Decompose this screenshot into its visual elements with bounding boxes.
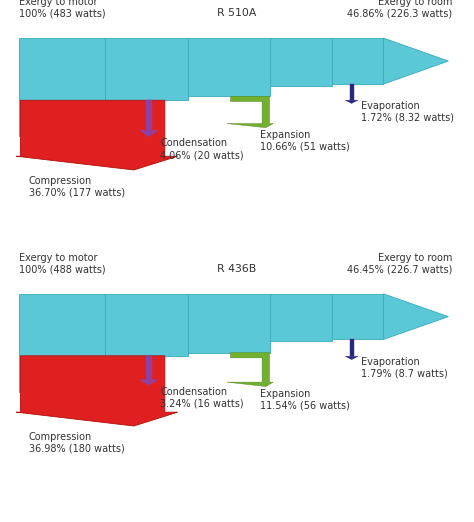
Polygon shape	[383, 294, 448, 339]
Text: Expansion
10.66% (51 watts): Expansion 10.66% (51 watts)	[260, 130, 349, 152]
Text: Exergy to motor
100% (488 watts): Exergy to motor 100% (488 watts)	[18, 253, 105, 274]
Bar	[146, 100, 152, 130]
Polygon shape	[16, 356, 178, 426]
Text: Compression
36.98% (180 watts): Compression 36.98% (180 watts)	[29, 432, 125, 454]
Text: Expansion
11.54% (56 watts): Expansion 11.54% (56 watts)	[260, 389, 350, 411]
Polygon shape	[227, 352, 273, 387]
Text: R 510A: R 510A	[217, 8, 257, 18]
Text: R 436B: R 436B	[218, 264, 256, 274]
Polygon shape	[140, 130, 158, 137]
Bar	[349, 339, 354, 356]
Bar	[188, 38, 270, 96]
Bar	[105, 38, 188, 100]
Text: Exergy to motor
100% (483 watts): Exergy to motor 100% (483 watts)	[18, 0, 105, 18]
Bar	[105, 294, 188, 356]
Polygon shape	[227, 96, 273, 128]
Text: Evaporation
1.72% (8.32 watts): Evaporation 1.72% (8.32 watts)	[361, 101, 455, 123]
Text: Compression
36.70% (177 watts): Compression 36.70% (177 watts)	[29, 176, 125, 197]
Text: Condensation
3.24% (16 watts): Condensation 3.24% (16 watts)	[160, 387, 244, 408]
Bar	[18, 294, 105, 392]
Polygon shape	[140, 379, 158, 385]
Text: Exergy to room
46.86% (226.3 watts): Exergy to room 46.86% (226.3 watts)	[347, 0, 452, 18]
Polygon shape	[383, 38, 448, 84]
Bar	[332, 38, 383, 84]
Text: Evaporation
1.79% (8.7 watts): Evaporation 1.79% (8.7 watts)	[361, 357, 448, 379]
Bar	[349, 84, 354, 100]
Text: Condensation
4.06% (20 watts): Condensation 4.06% (20 watts)	[160, 138, 244, 160]
Bar	[270, 38, 332, 86]
Polygon shape	[346, 356, 358, 360]
Text: Exergy to room
46.45% (226.7 watts): Exergy to room 46.45% (226.7 watts)	[346, 253, 452, 274]
Polygon shape	[16, 100, 178, 170]
Bar	[146, 356, 152, 379]
Bar	[188, 294, 270, 352]
Bar	[332, 294, 383, 339]
Bar	[270, 294, 332, 341]
Bar	[18, 38, 105, 136]
Polygon shape	[346, 100, 358, 103]
